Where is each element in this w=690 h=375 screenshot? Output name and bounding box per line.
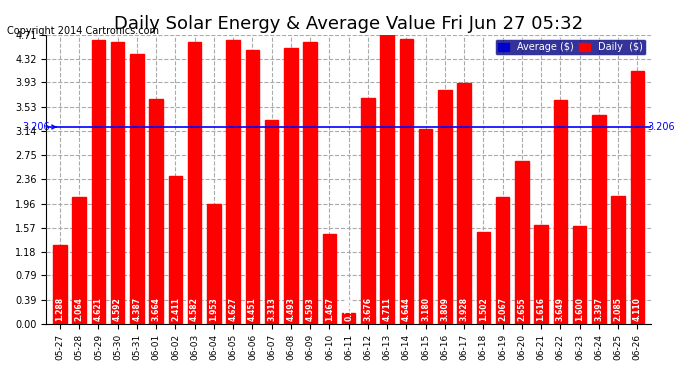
Bar xyxy=(611,196,625,324)
Bar xyxy=(631,71,644,324)
Text: 3.206: 3.206 xyxy=(647,122,675,132)
Bar xyxy=(553,100,567,324)
Title: Daily Solar Energy & Average Value Fri Jun 27 05:32: Daily Solar Energy & Average Value Fri J… xyxy=(114,15,583,33)
Text: 2.064: 2.064 xyxy=(75,297,83,321)
Bar xyxy=(226,40,240,324)
Text: 3.664: 3.664 xyxy=(152,297,161,321)
Bar xyxy=(284,48,297,324)
Text: 4.592: 4.592 xyxy=(113,297,122,321)
Text: 1.467: 1.467 xyxy=(325,297,334,321)
Text: Copyright 2014 Cartronics.com: Copyright 2014 Cartronics.com xyxy=(7,26,159,36)
Text: 4.621: 4.621 xyxy=(94,297,103,321)
Bar xyxy=(400,39,413,324)
Bar xyxy=(168,176,182,324)
Text: 0.183: 0.183 xyxy=(344,297,353,321)
Text: 3.206: 3.206 xyxy=(23,122,56,132)
Text: 1.953: 1.953 xyxy=(209,297,219,321)
Bar xyxy=(188,42,201,324)
Text: 1.616: 1.616 xyxy=(537,297,546,321)
Bar xyxy=(496,197,509,324)
Text: 3.180: 3.180 xyxy=(421,297,430,321)
Text: 4.627: 4.627 xyxy=(228,297,237,321)
Text: 4.582: 4.582 xyxy=(190,297,199,321)
Bar xyxy=(573,226,586,324)
Text: 3.928: 3.928 xyxy=(460,297,469,321)
Bar xyxy=(246,51,259,324)
Bar xyxy=(515,161,529,324)
Bar xyxy=(130,54,144,324)
Bar xyxy=(304,42,317,324)
Text: 4.387: 4.387 xyxy=(132,297,141,321)
Text: 4.110: 4.110 xyxy=(633,297,642,321)
Bar xyxy=(111,42,124,324)
Text: 3.676: 3.676 xyxy=(364,297,373,321)
Bar xyxy=(265,120,278,324)
Bar xyxy=(457,82,471,324)
Text: 1.288: 1.288 xyxy=(55,297,64,321)
Bar xyxy=(323,234,336,324)
Text: 1.600: 1.600 xyxy=(575,297,584,321)
Bar xyxy=(380,34,394,324)
Bar xyxy=(342,313,355,324)
Bar xyxy=(477,232,490,324)
Text: 3.809: 3.809 xyxy=(440,297,449,321)
Text: 2.067: 2.067 xyxy=(498,297,507,321)
Text: 3.397: 3.397 xyxy=(594,297,603,321)
Text: 4.644: 4.644 xyxy=(402,297,411,321)
Text: 4.593: 4.593 xyxy=(306,297,315,321)
Text: 2.411: 2.411 xyxy=(171,297,180,321)
Bar xyxy=(92,40,105,324)
Bar xyxy=(72,197,86,324)
Text: 2.085: 2.085 xyxy=(613,297,622,321)
Text: 3.313: 3.313 xyxy=(267,297,276,321)
Bar xyxy=(150,99,163,324)
Text: 4.451: 4.451 xyxy=(248,297,257,321)
Text: 1.502: 1.502 xyxy=(479,297,488,321)
Text: 3.649: 3.649 xyxy=(556,297,565,321)
Bar xyxy=(207,204,221,324)
Bar xyxy=(361,98,375,324)
Bar xyxy=(419,129,433,324)
Text: 4.493: 4.493 xyxy=(286,297,295,321)
Text: 4.711: 4.711 xyxy=(383,297,392,321)
Bar xyxy=(534,225,548,324)
Text: 2.655: 2.655 xyxy=(518,297,526,321)
Bar xyxy=(592,115,606,324)
Bar xyxy=(438,90,451,324)
Bar xyxy=(53,245,67,324)
Legend: Average ($), Daily  ($): Average ($), Daily ($) xyxy=(495,39,646,55)
